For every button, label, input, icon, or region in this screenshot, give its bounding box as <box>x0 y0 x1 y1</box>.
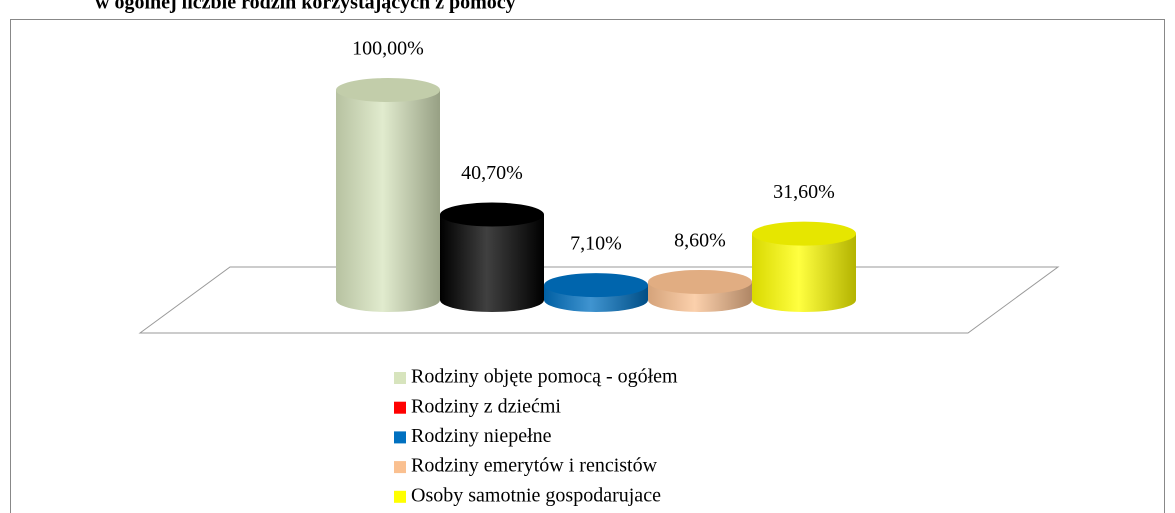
data-label: 100,00% <box>352 38 424 60</box>
data-label: 31,60% <box>773 181 835 203</box>
data-label: 8,60% <box>674 230 726 252</box>
legend-swatch <box>394 372 406 384</box>
bar-top <box>648 269 752 294</box>
bar-top <box>752 221 856 246</box>
data-label: 40,70% <box>461 162 523 184</box>
data-label: 7,10% <box>570 233 622 255</box>
legend-label: Rodziny emerytów i rencistów <box>411 455 658 477</box>
bar <box>440 214 544 312</box>
bar-top <box>440 202 544 227</box>
legend-swatch <box>394 490 406 503</box>
legend-swatch <box>394 461 406 474</box>
bar <box>752 233 856 312</box>
bar-top <box>544 273 648 298</box>
bar <box>336 90 440 312</box>
legend-swatch <box>394 431 406 444</box>
legend-label: Rodziny objęte pomocą - ogółem <box>411 366 678 388</box>
chart-frame <box>10 19 1165 513</box>
legend-label: Osoby samotnie gospodarujace <box>411 484 661 506</box>
legend-swatch <box>394 401 406 414</box>
bar-top <box>336 78 440 102</box>
legend-label: Rodziny z dziećmi <box>411 395 561 417</box>
chart-title: w ogólnej liczbie rodzin korzystających … <box>95 0 516 14</box>
legend-label: Rodziny niepełne <box>411 425 552 447</box>
